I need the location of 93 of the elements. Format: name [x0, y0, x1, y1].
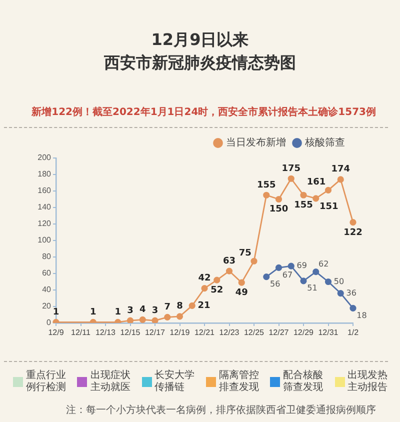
point [275, 196, 282, 203]
point [300, 278, 307, 284]
legend-label: 当日发布新增 [226, 136, 286, 149]
data-label: 150 [269, 204, 288, 215]
point [324, 186, 332, 194]
data-label: 42 [198, 274, 211, 284]
category-label: 重点行业例行检测 [26, 370, 67, 394]
point [324, 278, 332, 286]
data-label: 75 [238, 248, 252, 258]
data-label: 4 [139, 304, 146, 315]
point [300, 192, 307, 198]
x-tick-label: 12/29 [293, 328, 314, 338]
point [288, 262, 294, 270]
data-label: 155 [294, 200, 313, 211]
x-tick-label: 12/15 [120, 328, 141, 338]
point [126, 317, 134, 323]
point [263, 192, 270, 198]
data-label: 174 [331, 164, 350, 175]
x-tick-label: 12/21 [194, 328, 216, 338]
legend-label: 核酸筛查 [304, 136, 345, 149]
x-tick-label: 12/11 [71, 328, 92, 338]
data-label: 51 [307, 284, 318, 293]
point [350, 219, 356, 226]
point [312, 268, 320, 276]
point [152, 317, 158, 323]
point [214, 276, 220, 284]
x-tick-label: 12/25 [244, 328, 265, 338]
category-label: 长安大学传播链 [154, 370, 196, 394]
x-tick-label: 12/27 [268, 328, 290, 338]
data-label: 151 [319, 202, 338, 212]
point [337, 290, 344, 297]
data-label: 52 [210, 286, 224, 296]
data-label: 1 [114, 307, 122, 318]
text: 注：每一个小方块代表一名病例，排序依据陕西省卫健委通报病例顺序 [66, 405, 376, 417]
y-tick-label: 120 [38, 219, 52, 228]
data-label: 69 [296, 261, 307, 270]
chart-title: 12月9日以来 [150, 30, 250, 50]
data-label: 36 [346, 288, 356, 298]
data-label: 161 [306, 177, 326, 188]
data-label: 8 [176, 302, 183, 312]
x-tick-label: 12/13 [95, 328, 116, 338]
data-label: 56 [270, 279, 280, 288]
category-label: 出现发热主动报告 [348, 370, 388, 394]
y-tick-label: 40 [42, 285, 52, 294]
point [350, 304, 356, 312]
data-label: 122 [344, 228, 362, 238]
point [238, 279, 245, 286]
data-label: 62 [318, 259, 329, 268]
x-tick-label: 12/17 [144, 328, 166, 338]
point [275, 264, 282, 272]
point [176, 313, 184, 320]
y-tick-label: 20 [42, 302, 52, 311]
data-label: 7 [164, 302, 171, 312]
point [188, 302, 196, 309]
y-tick-label: 100 [38, 236, 52, 245]
data-label: 175 [282, 164, 301, 174]
point [226, 268, 233, 274]
point [263, 274, 270, 280]
y-tick-label: 0 [46, 318, 52, 328]
point [201, 285, 208, 292]
data-label: 67 [282, 270, 293, 280]
data-label: 49 [235, 288, 248, 298]
category-label: 隔离管控排查发现 [218, 370, 260, 394]
data-label: 155 [256, 180, 276, 190]
x-tick-label: 12/9 [48, 328, 64, 338]
data-label: 3 [127, 306, 134, 316]
x-tick-label: 12/19 [170, 328, 190, 338]
data-label: 21 [198, 301, 210, 312]
y-tick-label: 60 [42, 268, 52, 278]
point [312, 195, 320, 202]
point [139, 316, 146, 323]
text: 新增122例！截至2022年1月1日24时，西安全市累计报告本土确诊1573例 [32, 107, 376, 119]
x-tick-label: 12/23 [219, 328, 240, 338]
y-tick-label: 80 [42, 252, 52, 262]
data-label: 63 [222, 256, 236, 266]
y-tick-label: 180 [38, 170, 52, 179]
x-tick-label: 1/2 [347, 328, 360, 338]
point [288, 175, 294, 182]
chart-subtitle: 西安市新冠肺炎疫情态势图 [103, 53, 297, 73]
y-tick-label: 200 [38, 153, 52, 162]
point [250, 258, 258, 264]
y-tick-label: 160 [38, 186, 52, 196]
data-label: 1 [52, 307, 60, 318]
data-label: 3 [152, 306, 158, 316]
data-label: 18 [356, 310, 367, 320]
category-label: 配合核酸筛查发现 [283, 370, 324, 394]
point [337, 176, 344, 183]
category-label: 出现症状主动就医 [90, 370, 132, 394]
x-tick-label: 12/31 [318, 328, 339, 338]
y-tick-label: 140 [38, 202, 52, 212]
data-label: 50 [334, 276, 344, 286]
point [164, 314, 171, 321]
data-label: 1 [90, 307, 96, 318]
